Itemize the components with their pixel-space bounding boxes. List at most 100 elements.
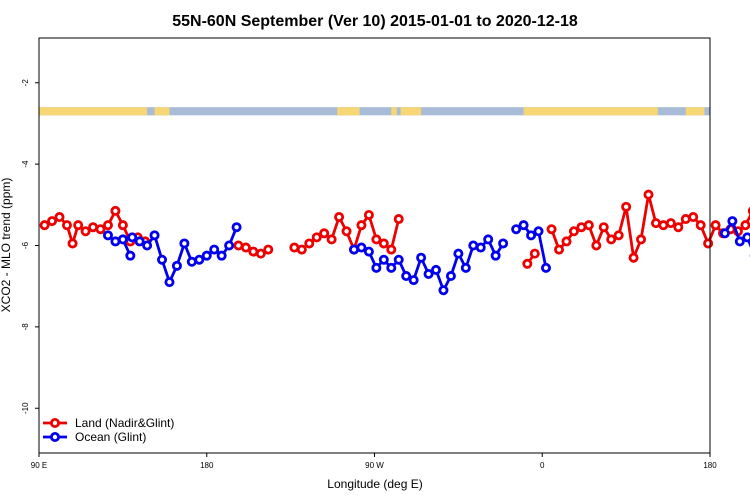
- series-0-point-2-5: [326, 234, 337, 245]
- series-1-point-2-4: [378, 254, 389, 265]
- land-band-3: [391, 107, 397, 116]
- x-tick-label-3: 0: [540, 461, 545, 470]
- series-0-point-4-5: [583, 220, 594, 231]
- series-0-point-2-6: [334, 212, 345, 223]
- series-0-point-2-2: [304, 238, 315, 249]
- legend-label-land: Land (Nadir&Glint): [75, 416, 174, 430]
- series-1-point-0-6: [171, 260, 182, 271]
- series-1-point-0-10: [201, 250, 212, 261]
- series-0-point-2-11: [371, 234, 382, 245]
- series-1-point-2-5: [386, 262, 397, 273]
- series-0-point-4-21: [703, 238, 714, 249]
- series-1-point-0-12: [216, 250, 227, 261]
- series-0-point-2-7: [341, 226, 352, 237]
- series-0-point-4-6: [591, 240, 602, 251]
- series-1-point-3-1: [518, 220, 529, 231]
- legend: Land (Nadir&Glint) Ocean (Glint): [43, 416, 174, 444]
- series-0-point-4-7: [598, 222, 609, 233]
- series-0-point-0-11: [117, 220, 128, 231]
- land-band-1: [154, 107, 170, 116]
- x-tick-label-0: 90 E: [31, 461, 47, 470]
- series-0-point-0-1: [47, 216, 58, 227]
- series-0-point-4-17: [673, 222, 684, 233]
- series-0-point-2-13: [386, 244, 397, 255]
- series-1-point-2-1: [356, 242, 367, 253]
- series-1-point-2-14: [453, 248, 464, 259]
- series-1-point-3-0: [511, 224, 522, 235]
- series-0-point-4-3: [568, 226, 579, 237]
- chart-title: 55N-60N September (Ver 10) 2015-01-01 to…: [172, 13, 578, 30]
- series-0-point-2-10: [363, 209, 374, 220]
- series-1-point-0-4: [157, 254, 168, 265]
- series-1-point-4-3: [742, 232, 750, 243]
- series-0-point-0-6: [80, 226, 91, 237]
- ocean-band: [39, 107, 710, 116]
- series-1-point-0-14: [231, 222, 242, 233]
- series-0-point-0-0: [39, 220, 50, 231]
- land-band-5: [523, 107, 658, 116]
- series-0-point-2-4: [319, 228, 330, 239]
- land-band-4: [400, 107, 422, 116]
- series-0-point-0-9: [102, 220, 113, 231]
- series-1-point-1-3: [125, 250, 136, 261]
- series-0-point-4-13: [643, 189, 654, 200]
- y-axis-label: XCO2 - MLO trend (ppm): [0, 178, 13, 313]
- series-1-point-3-2: [526, 230, 537, 241]
- y-tick-label-2: -6: [21, 241, 30, 249]
- series-0-point-4-22: [710, 220, 721, 231]
- series-0-point-4-19: [688, 212, 699, 223]
- series-0-point-4-26: [740, 220, 750, 231]
- series-1-point-2-9: [416, 252, 427, 263]
- land-band-2: [337, 107, 360, 116]
- series-1-point-2-2: [363, 246, 374, 257]
- series-1-point-3-4: [540, 262, 551, 273]
- series-1-point-3-3: [533, 226, 544, 237]
- series-0-point-3-0: [522, 258, 533, 269]
- y-tick-label-0: -2: [21, 79, 30, 87]
- series-0-point-0-3: [61, 220, 72, 231]
- x-tick-label-4: 180: [703, 461, 717, 470]
- series-1-point-2-7: [401, 271, 412, 282]
- series-1-point-1-2: [117, 234, 128, 245]
- legend-marker-land: [50, 417, 61, 428]
- series-1-point-2-12: [438, 285, 449, 296]
- series-0-point-4-11: [628, 252, 639, 263]
- x-axis: 90 E 180 90 W 0 180: [31, 453, 717, 470]
- series-0-point-2-1: [296, 244, 307, 255]
- series-1-line-4: [723, 219, 750, 248]
- series-1-point-0-2: [142, 240, 153, 251]
- series-1-point-2-8: [408, 275, 419, 286]
- series-0-point-4-10: [621, 201, 632, 212]
- series-1-point-2-13: [445, 271, 456, 282]
- series-1-point-1-0: [102, 230, 113, 241]
- series-0-point-4-9: [613, 230, 624, 241]
- series-1-point-2-3: [371, 262, 382, 273]
- series-0-point-0-8: [95, 224, 106, 235]
- series-1-point-4-0: [719, 228, 730, 239]
- series-0-point-2-3: [311, 232, 322, 243]
- series-0-point-0-5: [73, 220, 84, 231]
- series-0-point-4-20: [695, 220, 706, 231]
- series-1-point-0-7: [179, 238, 190, 249]
- series-1-point-4-2: [734, 236, 745, 247]
- legend-marker-ocean: [50, 431, 61, 442]
- series-0-point-0-4: [67, 238, 78, 249]
- series-1-point-2-19: [490, 250, 501, 261]
- land-band-0: [39, 107, 148, 116]
- series-0-point-4-0: [546, 224, 557, 235]
- series-1-point-2-11: [431, 264, 442, 275]
- series-layer: [39, 189, 750, 296]
- series-1-point-0-0: [127, 232, 138, 243]
- series-0-point-4-2: [561, 236, 572, 247]
- series-0-point-4-8: [606, 234, 617, 245]
- land-band-6: [685, 107, 705, 116]
- series-1-point-2-18: [483, 234, 494, 245]
- series-0-point-1-4: [263, 244, 274, 255]
- series-1-point-2-17: [475, 242, 486, 253]
- series-1-point-0-1: [134, 236, 145, 247]
- series-0-point-1-3: [255, 248, 266, 259]
- series-0-point-2-14: [393, 214, 404, 225]
- series-0-point-0-10: [110, 205, 121, 216]
- y-tick-label-3: -8: [21, 323, 30, 331]
